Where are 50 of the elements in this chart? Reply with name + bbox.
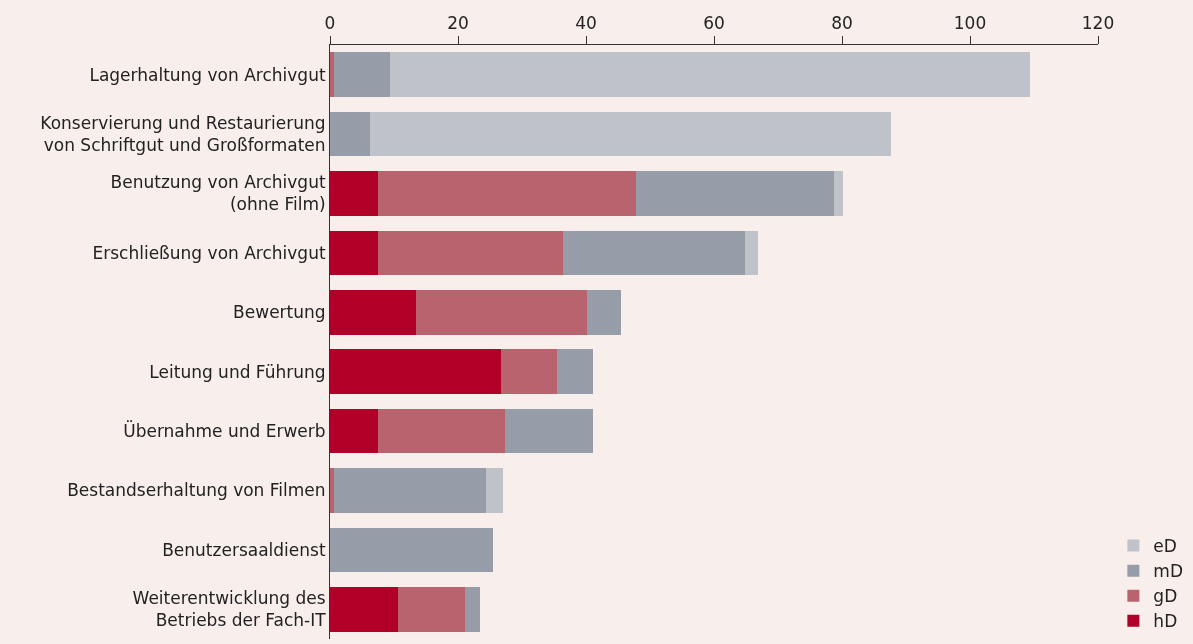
bar [333, 52, 391, 97]
bar [330, 587, 398, 632]
bar [556, 349, 594, 394]
bar [587, 290, 622, 335]
y-tick-label: Benutzersaaldienst [162, 539, 326, 560]
bar [390, 52, 1030, 97]
bar [833, 171, 844, 216]
bar [330, 230, 378, 276]
y-tick-label: Konservierung und Restaurierung von Schriftgut und Großformaten [40, 113, 326, 156]
bar [397, 587, 466, 632]
x-tick-label: 0 [324, 13, 336, 34]
bar [330, 408, 378, 454]
x-tick-label: 120 [1081, 13, 1115, 34]
y-tick-label: Übernahme und Erwerb [123, 420, 326, 442]
bar [333, 468, 487, 513]
bar [378, 408, 505, 454]
bar [330, 52, 334, 97]
bar [369, 111, 891, 157]
bar [330, 290, 417, 335]
bar [562, 230, 746, 276]
bar [465, 587, 480, 632]
x-tick-label: 40 [575, 13, 597, 34]
y-tick-label: Bestandserhaltung von Filmen [67, 480, 326, 501]
x-tick-label: 60 [703, 13, 725, 34]
bar [330, 349, 501, 394]
y-tick-label: Lagerhaltung von Archivgut [89, 64, 326, 85]
bar [504, 408, 594, 454]
y-tick-label: Leitung und Führung [149, 361, 326, 382]
bar [330, 111, 370, 157]
x-tick-label: 80 [831, 13, 853, 34]
bar [378, 171, 636, 216]
bar [416, 290, 588, 335]
bar [500, 349, 557, 394]
bar [635, 171, 834, 216]
x-tick-label: 20 [447, 13, 469, 34]
y-tick-label: Benutzung von Archivgut (ohne Film) [110, 172, 326, 215]
bar [378, 230, 563, 276]
legend-label: eD [1153, 536, 1177, 557]
legend-label: mD [1153, 561, 1184, 582]
bar [330, 171, 378, 216]
y-tick-label: Weiterentwicklung des Betriebs der Fach-IT [132, 588, 327, 631]
legend-label: hD [1153, 611, 1178, 632]
bar [745, 230, 758, 276]
bar [486, 468, 503, 513]
legend-label: gD [1153, 586, 1178, 607]
bar [330, 468, 334, 513]
x-tick-label: 100 [953, 13, 987, 34]
y-tick-label: Bewertung [233, 302, 326, 323]
bar [330, 527, 494, 573]
y-tick-label: Erschließung von Archivgut [92, 242, 326, 263]
